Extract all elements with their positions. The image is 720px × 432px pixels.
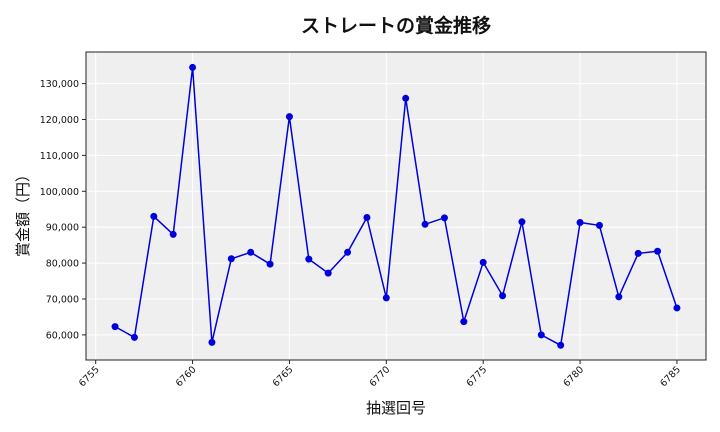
data-point (305, 255, 313, 263)
data-point (421, 220, 429, 228)
y-tick-label: 90,000 (46, 223, 79, 234)
y-tick-label: 80,000 (46, 259, 79, 270)
y-tick-label: 130,000 (40, 79, 79, 90)
data-point (189, 63, 197, 71)
x-tick-label: 6770 (368, 364, 393, 389)
data-point (634, 249, 642, 257)
x-tick-label: 6775 (464, 364, 489, 389)
y-tick-label: 120,000 (40, 115, 79, 126)
data-point (479, 258, 487, 266)
data-point (227, 255, 235, 263)
x-tick-label: 6780 (561, 364, 586, 389)
x-axis-label: 抽選回号 (366, 399, 426, 417)
data-point (382, 294, 390, 302)
data-point (324, 269, 332, 277)
y-axis-label: 賞金額（円） (14, 167, 32, 257)
data-point (576, 219, 584, 227)
x-tick-label: 6755 (77, 364, 102, 389)
data-point (111, 323, 119, 331)
x-tick-label: 6765 (271, 364, 296, 389)
data-point (537, 331, 545, 339)
series-layer (111, 63, 681, 349)
data-point (440, 214, 448, 222)
data-point (285, 113, 293, 121)
plot-area (85, 51, 707, 361)
y-tick-label: 70,000 (46, 294, 79, 305)
data-point (402, 94, 410, 102)
x-tick-label: 6785 (658, 364, 683, 389)
data-point (266, 260, 274, 268)
y-tick-label: 110,000 (40, 151, 79, 162)
y-tick-label: 100,000 (40, 187, 79, 198)
data-point (615, 293, 623, 301)
data-point (363, 213, 371, 221)
data-point (518, 218, 526, 226)
data-point (673, 304, 681, 312)
data-point (169, 230, 177, 238)
data-point (654, 247, 662, 255)
data-point (344, 248, 352, 256)
data-point (499, 292, 507, 300)
chart-title: ストレートの賞金推移 (301, 14, 491, 37)
data-point (150, 212, 158, 220)
data-point (208, 338, 216, 346)
data-point (247, 248, 255, 256)
data-point (130, 333, 138, 341)
x-tick-label: 6760 (174, 364, 199, 389)
plot-frame (85, 51, 707, 361)
data-point (460, 318, 468, 326)
data-point (557, 341, 565, 349)
data-point (595, 221, 603, 229)
y-tick-label: 60,000 (46, 330, 79, 341)
